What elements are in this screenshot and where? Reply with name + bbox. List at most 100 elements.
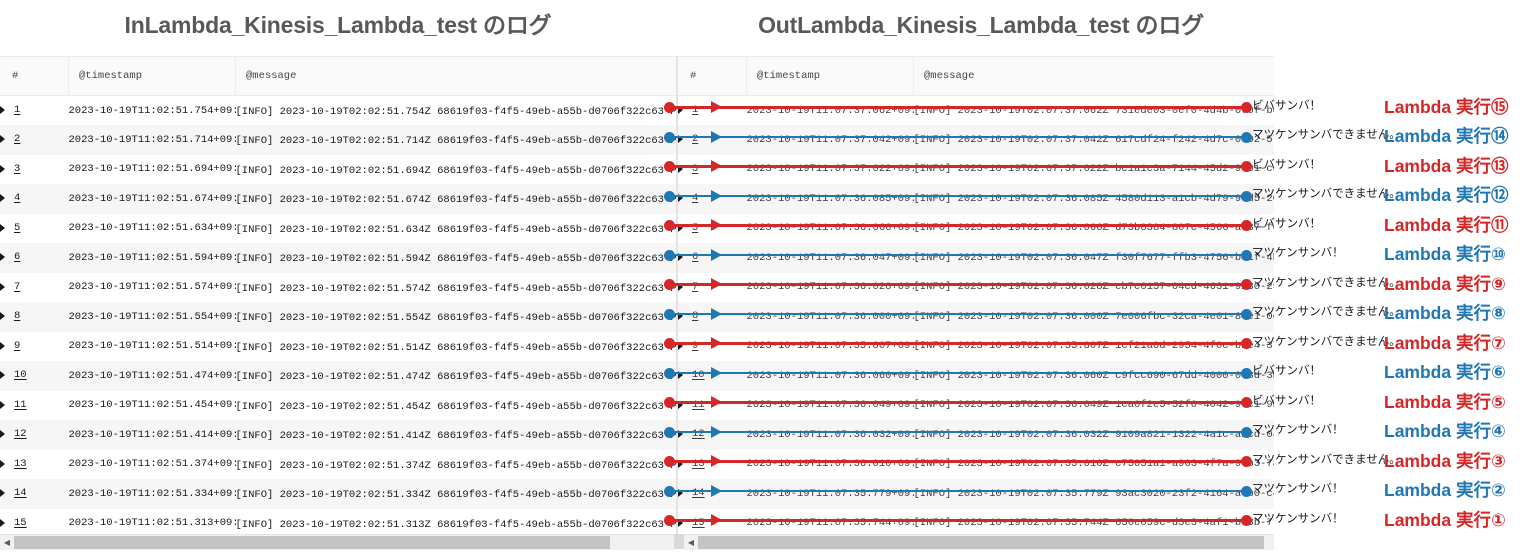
row-number-cell[interactable]: 7 (678, 273, 747, 303)
row-number[interactable]: 3 (692, 162, 699, 175)
row-number-cell[interactable]: 11 (0, 391, 69, 421)
col-header-timestamp[interactable]: @timestamp (746, 56, 914, 96)
row-number-cell[interactable]: 15 (0, 509, 69, 539)
row-number[interactable]: 11 (14, 398, 27, 411)
table-row[interactable]: 11 2023-10-19T11:07:36.049+09:00 [INFO] 20… (678, 391, 1274, 421)
row-number-cell[interactable]: 1 (0, 96, 69, 126)
table-row[interactable]: 1 2023-10-19T11:07:37.062+09:00 [INFO] 202… (678, 96, 1274, 126)
row-number-cell[interactable]: 13 (678, 450, 747, 480)
row-number[interactable]: 8 (692, 310, 699, 323)
expand-caret-icon[interactable] (0, 312, 5, 321)
expand-caret-icon[interactable] (0, 518, 5, 527)
table-row[interactable]: 9 2023-10-19T11:02:51.514+09:00 [INFO] 202… (0, 332, 676, 362)
row-number[interactable]: 4 (14, 192, 21, 205)
row-number[interactable]: 3 (14, 162, 21, 175)
col-header-hash[interactable]: # (0, 56, 69, 96)
table-row[interactable]: 7 2023-10-19T11:07:36.028+09:00 [INFO] 202… (678, 273, 1274, 303)
expand-caret-icon[interactable] (678, 518, 683, 527)
table-row[interactable]: 13 2023-10-19T11:02:51.374+09:00 [INFO] 20… (0, 450, 676, 480)
expand-caret-icon[interactable] (678, 430, 683, 439)
row-number[interactable]: 2 (692, 133, 699, 146)
row-number-cell[interactable]: 5 (0, 214, 69, 244)
row-number-cell[interactable]: 6 (678, 243, 747, 273)
expand-caret-icon[interactable] (0, 135, 5, 144)
expand-caret-icon[interactable] (678, 106, 683, 115)
row-number[interactable]: 14 (692, 487, 705, 500)
expand-caret-icon[interactable] (0, 371, 5, 380)
expand-caret-icon[interactable] (0, 253, 5, 262)
row-number[interactable]: 11 (692, 398, 705, 411)
row-number-cell[interactable]: 6 (0, 243, 69, 273)
expand-caret-icon[interactable] (678, 371, 683, 380)
table-row[interactable]: 7 2023-10-19T11:02:51.574+09:00 [INFO] 202… (0, 273, 676, 303)
scroll-left-arrow-icon[interactable]: ◀ (684, 535, 698, 550)
row-number[interactable]: 6 (692, 251, 699, 264)
row-number[interactable]: 10 (692, 369, 705, 382)
row-number[interactable]: 14 (14, 487, 27, 500)
row-number-cell[interactable]: 8 (678, 302, 747, 332)
expand-caret-icon[interactable] (678, 459, 683, 468)
expand-caret-icon[interactable] (0, 430, 5, 439)
row-number[interactable]: 1 (692, 104, 699, 117)
table-row[interactable]: 3 2023-10-19T11:07:37.022+09:00 [INFO] 202… (678, 155, 1274, 185)
row-number-cell[interactable]: 4 (0, 184, 69, 214)
table-row[interactable]: 13 2023-10-19T11:07:36.010+09:00 [INFO] 20… (678, 450, 1274, 480)
table-row[interactable]: 4 2023-10-19T11:07:36.085+09:00 [INFO] 202… (678, 184, 1274, 214)
expand-caret-icon[interactable] (0, 489, 5, 498)
row-number-cell[interactable]: 7 (0, 273, 69, 303)
table-row[interactable]: 10 2023-10-19T11:02:51.474+09:00 [INFO] 20… (0, 361, 676, 391)
row-number-cell[interactable]: 9 (678, 332, 747, 362)
row-number-cell[interactable]: 3 (678, 155, 747, 185)
expand-caret-icon[interactable] (0, 282, 5, 291)
row-number[interactable]: 6 (14, 251, 21, 264)
row-number[interactable]: 12 (14, 428, 27, 441)
col-header-timestamp[interactable]: @timestamp (68, 56, 236, 96)
left-horizontal-scrollbar[interactable]: ◀ (0, 534, 674, 550)
row-number[interactable]: 10 (14, 369, 27, 382)
row-number[interactable]: 5 (692, 221, 699, 234)
expand-caret-icon[interactable] (0, 164, 5, 173)
row-number[interactable]: 5 (14, 221, 21, 234)
expand-caret-icon[interactable] (0, 341, 5, 350)
table-row[interactable]: 1 2023-10-19T11:02:51.754+09:00 [INFO] 202… (0, 96, 676, 126)
table-row[interactable]: 2 2023-10-19T11:02:51.714+09:00 [INFO] 202… (0, 125, 676, 155)
row-number-cell[interactable]: 2 (678, 125, 747, 155)
table-row[interactable]: 12 2023-10-19T11:07:36.032+09:00 [INFO] 20… (678, 420, 1274, 450)
row-number-cell[interactable]: 10 (678, 361, 747, 391)
expand-caret-icon[interactable] (0, 106, 5, 115)
col-header-message[interactable]: @message (235, 56, 676, 96)
row-number[interactable]: 15 (14, 516, 27, 529)
row-number-cell[interactable]: 12 (678, 420, 747, 450)
row-number[interactable]: 2 (14, 133, 21, 146)
table-row[interactable]: 15 2023-10-19T11:02:51.313+09:00 [INFO] 20… (0, 509, 676, 539)
scrollbar-thumb[interactable] (14, 536, 610, 549)
row-number[interactable]: 9 (14, 339, 21, 352)
row-number-cell[interactable]: 13 (0, 450, 69, 480)
table-row[interactable]: 10 2023-10-19T11:07:36.060+09:00 [INFO] 20… (678, 361, 1274, 391)
expand-caret-icon[interactable] (678, 194, 683, 203)
row-number-cell[interactable]: 10 (0, 361, 69, 391)
scroll-left-arrow-icon[interactable]: ◀ (0, 535, 14, 550)
row-number[interactable]: 7 (14, 280, 21, 293)
row-number[interactable]: 12 (692, 428, 705, 441)
table-row[interactable]: 2 2023-10-19T11:07:37.042+09:00 [INFO] 202… (678, 125, 1274, 155)
expand-caret-icon[interactable] (0, 459, 5, 468)
table-row[interactable]: 9 2023-10-19T11:07:35.807+09:00 [INFO] 202… (678, 332, 1274, 362)
row-number-cell[interactable]: 5 (678, 214, 747, 244)
expand-caret-icon[interactable] (678, 489, 683, 498)
table-row[interactable]: 3 2023-10-19T11:02:51.694+09:00 [INFO] 202… (0, 155, 676, 185)
table-row[interactable]: 6 2023-10-19T11:02:51.594+09:00 [INFO] 202… (0, 243, 676, 273)
expand-caret-icon[interactable] (0, 400, 5, 409)
row-number-cell[interactable]: 14 (0, 479, 69, 509)
table-row[interactable]: 6 2023-10-19T11:07:36.047+09:00 [INFO] 202… (678, 243, 1274, 273)
table-row[interactable]: 8 2023-10-19T11:07:36.000+09:00 [INFO] 202… (678, 302, 1274, 332)
row-number-cell[interactable]: 14 (678, 479, 747, 509)
expand-caret-icon[interactable] (0, 194, 5, 203)
expand-caret-icon[interactable] (678, 164, 683, 173)
row-number-cell[interactable]: 11 (678, 391, 747, 421)
table-row[interactable]: 14 2023-10-19T11:07:35.779+09:00 [INFO] 20… (678, 479, 1274, 509)
table-row[interactable]: 5 2023-10-19T11:02:51.634+09:00 [INFO] 202… (0, 214, 676, 244)
expand-caret-icon[interactable] (678, 312, 683, 321)
row-number-cell[interactable]: 3 (0, 155, 69, 185)
expand-caret-icon[interactable] (678, 341, 683, 350)
